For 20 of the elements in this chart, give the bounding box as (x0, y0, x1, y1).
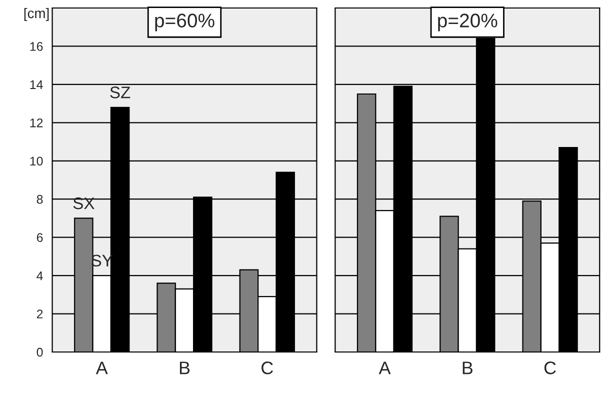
y-tick-label: 8 (36, 194, 43, 204)
y-tick-label: 4 (36, 271, 43, 280)
y-tick-label: 14 (30, 80, 43, 89)
y-tick-label: 12 (30, 118, 43, 128)
x-tick-label: C (544, 362, 556, 374)
x-tick-label: C (262, 362, 273, 374)
x-tick-label: B (180, 362, 190, 374)
y-tick-label: 2 (36, 310, 43, 318)
x-tick-label: A (378, 362, 391, 374)
x-tick-label: B (462, 362, 472, 374)
y-tick-label: 6 (36, 233, 43, 242)
y-tick-label: 10 (30, 156, 43, 166)
y-axis-title: [cm] (24, 8, 49, 21)
series-label: SZ (110, 86, 130, 98)
series-label: SX (73, 197, 94, 210)
y-tick-label: 0 (36, 348, 43, 357)
annotation: p=20% (438, 14, 498, 32)
y-tick-label: 16 (30, 42, 43, 51)
x-tick-label: A (96, 362, 108, 374)
annotation: p=60% (155, 14, 214, 32)
